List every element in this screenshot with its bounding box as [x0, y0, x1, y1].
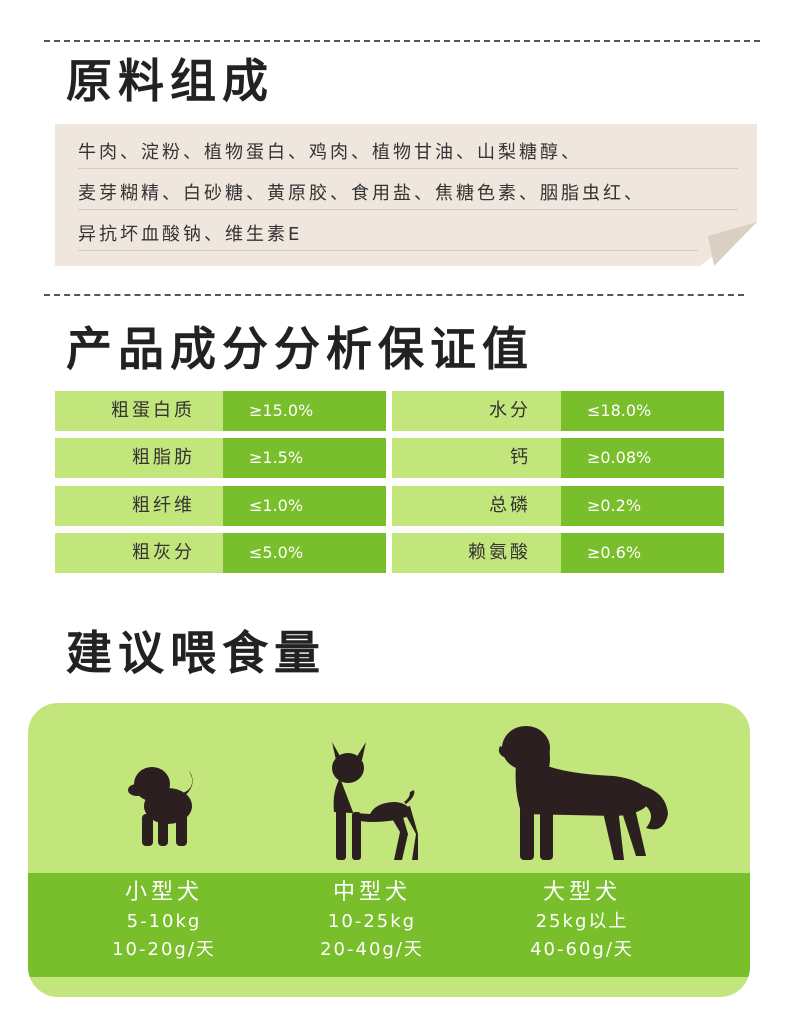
- analysis-value-calcium: ≥0.08%: [561, 438, 724, 478]
- feeding-panel: [28, 703, 750, 997]
- analysis-value-lysine: ≥0.6%: [561, 533, 724, 573]
- dog-weight: 25kg以上: [535, 911, 629, 932]
- ingredients-line-2: 麦芽糊精、白砂糖、黄原胶、食用盐、焦糖色素、胭脂虫红、: [78, 183, 645, 204]
- analysis-name-crude-fiber: 粗纤维: [55, 486, 223, 526]
- ingredients-note: [55, 124, 757, 266]
- feed-amount: 40-60g/天: [530, 939, 634, 960]
- small-dog-icon: [128, 767, 193, 846]
- analysis-value-crude-ash: ≤5.0%: [223, 533, 386, 573]
- analysis-name-crude-fat: 粗脂肪: [55, 438, 223, 478]
- analysis-name-lysine: 赖氨酸: [392, 533, 561, 573]
- ingredients-line-3: 异抗坏血酸钠、维生素E: [78, 224, 303, 245]
- dog-size-label: 中型犬: [332, 880, 411, 905]
- note-rule: [78, 250, 698, 251]
- page-curl-icon: [700, 222, 757, 266]
- divider-top: [44, 40, 760, 42]
- dog-size-label: 小型犬: [124, 880, 203, 905]
- medium-dog-icon: [332, 742, 418, 860]
- analysis-value-crude-protein: ≥15.0%: [223, 391, 386, 431]
- feed-amount: 20-40g/天: [320, 939, 424, 960]
- analysis-name-crude-ash: 粗灰分: [55, 533, 223, 573]
- feeding-small: 小型犬 5-10kg 10-20g/天: [64, 878, 264, 964]
- analysis-name-moisture: 水分: [392, 391, 561, 431]
- feeding-title: 建议喂食量: [66, 626, 326, 680]
- analysis-value-phosphorus: ≥0.2%: [561, 486, 724, 526]
- dog-weight: 10-25kg: [327, 911, 417, 932]
- large-dog-icon: [498, 726, 668, 860]
- analysis-value-moisture: ≤18.0%: [561, 391, 724, 431]
- feeding-large: 大型犬 25kg以上 40-60g/天: [482, 878, 682, 964]
- analysis-name-phosphorus: 总磷: [392, 486, 561, 526]
- note-rule: [78, 168, 738, 169]
- feed-amount: 10-20g/天: [112, 939, 216, 960]
- divider-middle: [44, 294, 744, 296]
- analysis-title: 产品成分分析保证值: [66, 322, 534, 376]
- ingredients-line-1: 牛肉、淀粉、植物蛋白、鸡肉、植物甘油、山梨糖醇、: [78, 142, 582, 163]
- feeding-medium: 中型犬 10-25kg 20-40g/天: [272, 878, 472, 964]
- dog-size-label: 大型犬: [542, 880, 621, 905]
- analysis-name-calcium: 钙: [392, 438, 561, 478]
- analysis-name-crude-protein: 粗蛋白质: [55, 391, 223, 431]
- analysis-value-crude-fat: ≥1.5%: [223, 438, 386, 478]
- analysis-value-crude-fiber: ≤1.0%: [223, 486, 386, 526]
- ingredients-title: 原料组成: [66, 54, 274, 108]
- feeding-band: [28, 873, 750, 977]
- note-rule: [78, 209, 738, 210]
- dog-weight: 5-10kg: [126, 911, 202, 932]
